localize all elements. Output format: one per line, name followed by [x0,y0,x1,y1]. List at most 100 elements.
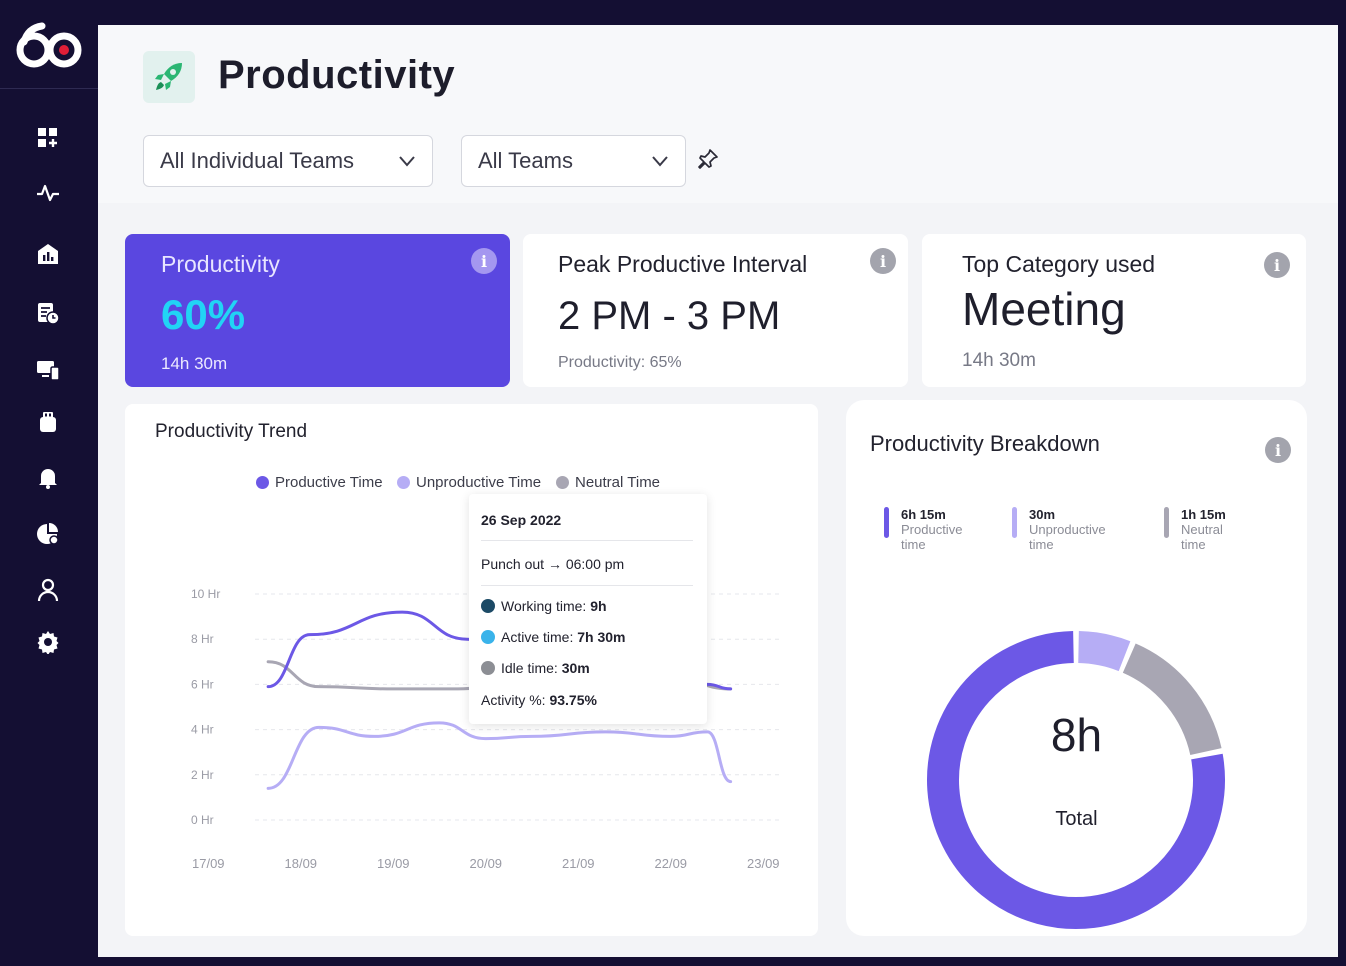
sidebar-item-reports[interactable] [34,520,62,548]
donut-slice-unproductive[interactable] [1077,631,1131,672]
productive-label-2: time [901,537,926,552]
productivity-breakdown-panel: Productivity Breakdown i 6h 15m Producti… [846,400,1307,936]
timesheet-clock-icon [38,303,60,325]
tooltip-working-label: Working time: [501,598,587,614]
chart-tooltip: 26 Sep 2022 Punch out → 06:00 pm Working… [469,494,707,724]
tooltip-punch-label: Punch out [481,556,545,572]
unproductive-label-1: Unproductive [1029,522,1106,537]
legend-label: Productive Time [275,474,383,491]
sidebar-item-activity[interactable] [34,179,62,207]
donut-total-value: 8h [1050,709,1103,761]
sidebar-item-usb[interactable] [34,408,62,436]
tooltip-punch-value: 06:00 pm [565,556,625,572]
top-category-duration: 14h 30m [962,350,1036,371]
neutral-bar [1164,507,1169,538]
y-tick-label: 8 Hr [191,632,214,646]
active-dot [481,630,495,644]
dashboard-add-icon [38,128,57,147]
productivity-trend-panel: Productivity Trend Productive Time Unpro… [125,404,818,936]
individual-teams-dropdown[interactable]: All Individual Teams [143,135,433,187]
devices-icon [37,361,60,381]
logo-icon[interactable] [16,22,86,70]
teams-dropdown-label: All Teams [478,148,573,173]
trend-title: Productivity Trend [155,421,308,442]
tooltip-activity-label: Activity %: [481,692,546,708]
productivity-card: Productivity i 60% 14h 30m [125,234,510,387]
settings-gear-icon [37,631,59,654]
productive-value: 6h 15m [901,507,946,522]
pin-icon[interactable] [696,147,720,171]
usb-device-icon [40,412,56,432]
legend-dot [256,476,269,489]
tooltip-date: 26 Sep 2022 [481,512,562,528]
peak-interval-value: 2 PM - 3 PM [558,294,781,338]
chevron-down-icon [399,156,415,167]
main-content: Productivity All Individual Teams All Te… [98,25,1338,957]
sidebar-item-devices[interactable] [34,356,62,384]
chevron-down-icon [652,156,668,167]
page-title: Productivity [218,53,456,97]
sidebar-item-notifications[interactable] [34,463,62,491]
reports-pie-icon [37,523,59,545]
sidebar-item-dashboard[interactable] [34,124,62,152]
info-icon[interactable]: i [1264,252,1290,278]
y-tick-label: 0 Hr [191,813,214,827]
tooltip-divider [481,540,693,541]
breakdown-unproductive: 30m Unproductive time [1012,507,1106,552]
analytics-chart-icon [38,244,58,264]
tooltip-idle-value: 30m [561,660,590,676]
working-dot [481,599,495,613]
x-tick-label: 18/09 [285,856,318,871]
tooltip-active: Active time: 7h 30m [481,629,626,645]
x-tick-label: 23/09 [747,856,780,871]
arrow-right-icon: → [547,556,566,572]
legend-productive[interactable]: Productive Time [256,474,383,491]
page-header: Productivity All Individual Teams All Te… [98,25,1338,203]
x-tick-label: 17/09 [192,856,225,871]
neutral-value: 1h 15m [1181,507,1226,522]
productive-bar [884,507,889,538]
info-icon[interactable]: i [870,248,896,274]
teams-dropdown[interactable]: All Teams [461,135,686,187]
info-icon[interactable]: i [471,248,497,274]
sidebar-divider [0,88,98,89]
legend-neutral[interactable]: Neutral Time [556,474,660,491]
sidebar-item-analytics[interactable] [34,240,62,268]
y-tick-label: 2 Hr [191,768,214,782]
tooltip-punch: Punch out → 06:00 pm [481,556,624,572]
idle-dot [481,661,495,675]
top-category-card: Top Category used i Meeting 14h 30m [922,234,1306,387]
tooltip-active-label: Active time: [501,629,574,645]
notifications-bell-icon [39,469,57,489]
legend-dot [397,476,410,489]
donut-total-label: Total [1055,808,1098,830]
donut-slice-productive[interactable] [927,631,1225,929]
productivity-card-duration: 14h 30m [161,354,228,373]
x-tick-label: 21/09 [562,856,595,871]
tooltip-divider [481,585,693,586]
tooltip-activity-value: 93.75% [549,692,597,708]
y-tick-label: 4 Hr [191,723,214,737]
breakdown-donut-chart [927,631,1225,929]
top-category-label: Top Category used [962,251,1156,277]
tooltip-idle: Idle time: 30m [481,660,590,676]
legend-unproductive[interactable]: Unproductive Time [397,474,541,491]
unproductive-time-line[interactable] [266,721,733,790]
sidebar [0,0,98,966]
info-icon[interactable]: i [1265,437,1291,463]
neutral-label-1: Neutral [1181,522,1223,537]
unproductive-value: 30m [1029,507,1056,522]
donut-slice-neutral[interactable] [1122,643,1222,756]
peak-interval-label: Peak Productive Interval [558,251,808,277]
productivity-card-value: 60% [161,291,246,338]
peak-interval-card: Peak Productive Interval i 2 PM - 3 PM P… [523,234,908,387]
tooltip-idle-label: Idle time: [501,660,558,676]
unproductive-label-2: time [1029,537,1054,552]
x-tick-label: 19/09 [377,856,410,871]
sidebar-item-settings[interactable] [34,628,62,656]
sidebar-item-profile[interactable] [34,576,62,604]
tooltip-active-value: 7h 30m [577,629,626,645]
sidebar-item-timesheet[interactable] [34,299,62,327]
legend-dot [556,476,569,489]
y-tick-label: 6 Hr [191,677,214,691]
